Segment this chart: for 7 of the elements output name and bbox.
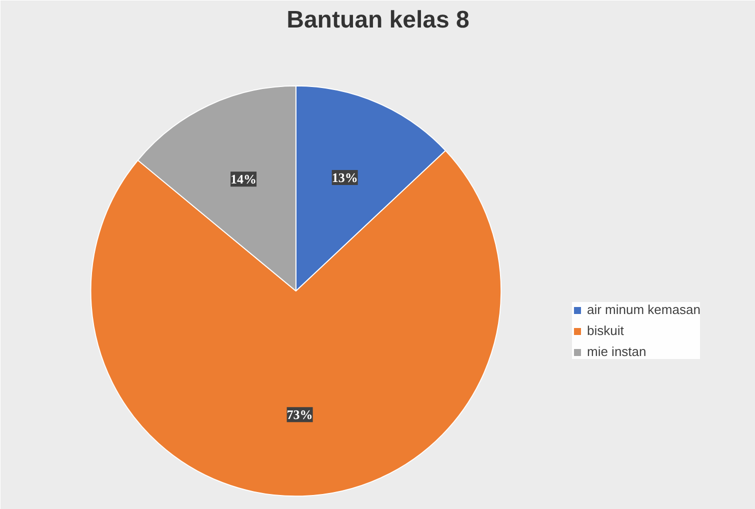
data-label: 73% — [286, 407, 313, 422]
chart-title: Bantuan kelas 8 — [286, 6, 470, 34]
data-label: 14% — [230, 172, 257, 187]
data-label: 13% — [332, 170, 358, 186]
legend-label: air minum kemasan — [587, 302, 700, 317]
legend-label: mie instan — [587, 344, 646, 359]
legend-label: biskuit — [587, 323, 624, 338]
